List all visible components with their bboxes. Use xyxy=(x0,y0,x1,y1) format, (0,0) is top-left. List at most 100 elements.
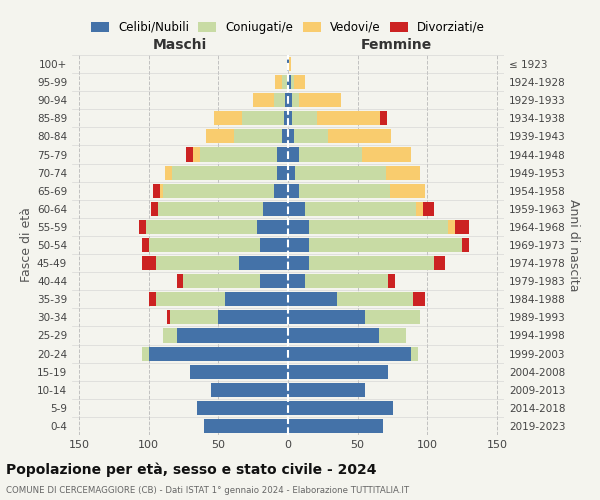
Bar xyxy=(288,382,365,397)
Bar xyxy=(160,184,163,198)
Bar xyxy=(274,184,288,198)
Bar xyxy=(197,401,288,415)
Bar xyxy=(149,238,260,252)
Bar xyxy=(288,75,291,89)
Bar xyxy=(380,112,387,126)
Bar xyxy=(206,130,233,143)
Bar xyxy=(379,328,406,342)
Bar xyxy=(288,57,289,71)
Y-axis label: Fasce di età: Fasce di età xyxy=(20,208,33,282)
Bar xyxy=(288,130,293,143)
Bar xyxy=(305,274,388,288)
Bar xyxy=(434,256,445,270)
Bar xyxy=(139,220,146,234)
Bar xyxy=(423,202,434,216)
Bar xyxy=(184,274,260,288)
Bar xyxy=(386,166,421,179)
Bar xyxy=(288,184,299,198)
Bar xyxy=(462,238,469,252)
Bar xyxy=(190,364,288,378)
Bar xyxy=(365,310,421,324)
Bar xyxy=(283,130,288,143)
Bar xyxy=(288,346,410,360)
Bar xyxy=(288,166,295,179)
Bar xyxy=(158,202,263,216)
Bar xyxy=(309,220,448,234)
Bar xyxy=(299,184,390,198)
Bar xyxy=(299,93,341,108)
Bar xyxy=(239,256,288,270)
Bar xyxy=(275,75,283,89)
Bar xyxy=(309,238,462,252)
Bar xyxy=(288,419,383,433)
Bar xyxy=(142,256,155,270)
Bar xyxy=(176,328,288,342)
Bar xyxy=(163,328,176,342)
Bar xyxy=(260,238,288,252)
Bar xyxy=(291,75,293,89)
Bar xyxy=(151,202,158,216)
Bar xyxy=(146,220,257,234)
Bar xyxy=(283,75,287,89)
Bar xyxy=(288,112,292,126)
Bar xyxy=(287,57,288,71)
Bar xyxy=(200,148,277,162)
Bar xyxy=(172,166,277,179)
Legend: Celibi/Nubili, Coniugati/e, Vedovi/e, Divorziati/e: Celibi/Nubili, Coniugati/e, Vedovi/e, Di… xyxy=(91,21,485,34)
Bar xyxy=(155,256,239,270)
Bar xyxy=(274,93,285,108)
Bar xyxy=(288,256,309,270)
Bar xyxy=(305,202,416,216)
Bar xyxy=(328,130,391,143)
Bar xyxy=(214,112,242,126)
Bar xyxy=(288,274,305,288)
Bar xyxy=(288,292,337,306)
Bar xyxy=(167,310,170,324)
Bar xyxy=(284,112,288,126)
Bar xyxy=(288,202,305,216)
Bar xyxy=(448,220,455,234)
Bar xyxy=(309,256,434,270)
Bar xyxy=(293,130,328,143)
Bar xyxy=(455,220,469,234)
Bar xyxy=(233,130,283,143)
Bar xyxy=(390,184,425,198)
Bar xyxy=(277,148,288,162)
Bar xyxy=(292,93,299,108)
Bar xyxy=(287,75,288,89)
Bar xyxy=(288,220,309,234)
Bar xyxy=(288,238,309,252)
Bar xyxy=(242,112,284,126)
Bar xyxy=(289,57,291,71)
Bar xyxy=(142,346,149,360)
Bar xyxy=(299,148,362,162)
Bar xyxy=(263,202,288,216)
Bar xyxy=(149,292,155,306)
Bar xyxy=(176,274,184,288)
Y-axis label: Anni di nascita: Anni di nascita xyxy=(566,198,580,291)
Bar xyxy=(257,220,288,234)
Bar xyxy=(288,310,365,324)
Text: Popolazione per età, sesso e stato civile - 2024: Popolazione per età, sesso e stato civil… xyxy=(6,462,377,477)
Bar xyxy=(186,148,193,162)
Bar xyxy=(337,292,413,306)
Bar xyxy=(277,166,288,179)
Bar xyxy=(362,148,410,162)
Text: Femmine: Femmine xyxy=(361,38,431,52)
Bar xyxy=(218,310,288,324)
Bar xyxy=(153,184,160,198)
Bar xyxy=(416,202,423,216)
Bar xyxy=(288,93,292,108)
Bar xyxy=(253,93,274,108)
Bar xyxy=(410,346,418,360)
Bar xyxy=(295,166,386,179)
Bar xyxy=(413,292,425,306)
Bar xyxy=(170,310,218,324)
Bar xyxy=(292,112,317,126)
Bar xyxy=(293,75,305,89)
Bar xyxy=(388,274,395,288)
Bar xyxy=(317,112,380,126)
Bar xyxy=(288,401,392,415)
Bar xyxy=(166,166,172,179)
Bar xyxy=(225,292,288,306)
